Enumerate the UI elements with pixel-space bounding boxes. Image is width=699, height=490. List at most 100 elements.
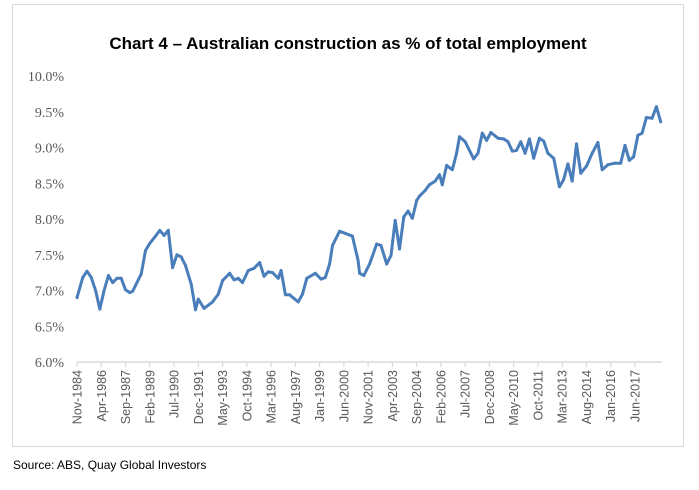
data-point: [385, 262, 389, 266]
x-tick-label: May-2010: [507, 370, 521, 426]
data-point: [115, 276, 119, 280]
data-point: [406, 209, 410, 213]
x-tick-label: Jun-2000: [337, 370, 351, 422]
x-tick-label: May-1993: [216, 370, 230, 426]
data-point: [619, 161, 623, 165]
data-point: [75, 296, 79, 300]
data-point: [189, 282, 193, 286]
data-point: [398, 247, 401, 251]
y-tick-label: 7.0%: [35, 285, 65, 300]
data-point: [85, 269, 89, 273]
data-point: [527, 137, 531, 141]
data-point: [216, 292, 220, 296]
data-point: [410, 216, 414, 220]
data-point: [636, 133, 640, 137]
data-point: [175, 253, 179, 257]
data-point: [476, 151, 480, 155]
data-point: [81, 276, 85, 280]
data-point: [162, 233, 166, 237]
data-point: [131, 289, 135, 293]
data-point: [590, 151, 594, 155]
data-point: [423, 188, 427, 192]
x-tick-label: Jul-1990: [168, 370, 182, 418]
data-point: [585, 164, 588, 168]
data-point: [323, 276, 327, 280]
data-point: [458, 135, 461, 139]
data-point: [546, 151, 550, 155]
data-point: [537, 136, 541, 140]
data-point: [283, 293, 287, 297]
data-point: [236, 276, 240, 280]
data-point: [640, 131, 644, 135]
data-point: [128, 291, 132, 295]
data-point: [600, 168, 604, 172]
y-tick-label: 6.0%: [35, 356, 65, 371]
x-tick-label: Nov-1984: [71, 370, 85, 424]
data-point: [596, 141, 600, 144]
data-point: [135, 281, 139, 285]
x-tick-label: Feb-1989: [143, 370, 157, 424]
data-point: [523, 151, 527, 155]
data-point: [496, 136, 500, 140]
chart-title: Chart 4 – Australian construction as % o…: [109, 34, 587, 53]
data-point: [144, 249, 147, 252]
data-point: [296, 300, 300, 304]
data-point: [575, 142, 578, 146]
x-tick-label: Jan-1999: [313, 370, 327, 422]
data-point: [632, 155, 636, 159]
data-point: [450, 168, 454, 172]
data-point: [266, 270, 270, 274]
data-point: [305, 276, 309, 280]
x-tick-label: Nov-2001: [362, 370, 376, 424]
data-point: [433, 179, 437, 183]
data-point: [566, 162, 570, 166]
data-point: [489, 131, 493, 134]
data-point: [252, 266, 256, 270]
data-point: [438, 173, 441, 177]
data-point: [319, 277, 323, 281]
data-point: [623, 143, 627, 147]
x-tick-label: Dec-2008: [483, 370, 497, 424]
x-tick-label: Dec-1991: [192, 370, 206, 424]
data-point: [606, 163, 610, 167]
data-point: [510, 149, 514, 153]
data-point: [158, 228, 162, 232]
x-tick-label: Oct-2011: [531, 370, 545, 421]
data-point: [389, 254, 393, 257]
data-point: [148, 241, 152, 245]
x-tick-label: Jul-2007: [459, 370, 473, 418]
data-point: [89, 276, 93, 280]
data-point: [379, 244, 383, 247]
data-point: [519, 140, 523, 144]
data-point: [196, 297, 200, 301]
data-point: [279, 269, 283, 272]
x-tick-label: Feb-2006: [434, 370, 448, 424]
data-point: [228, 271, 232, 275]
data-point: [375, 242, 379, 246]
data-point: [552, 156, 556, 160]
data-point: [211, 300, 215, 304]
data-point: [241, 281, 244, 285]
data-point: [119, 276, 123, 280]
y-tick-label: 9.5%: [35, 106, 65, 121]
x-tick-label: Apr-1986: [95, 370, 109, 421]
data-point: [139, 272, 143, 276]
data-point: [485, 138, 489, 142]
data-point: [232, 278, 236, 282]
data-point: [313, 271, 317, 275]
data-point: [368, 262, 372, 266]
series-line: [75, 105, 663, 312]
data-point: [301, 292, 304, 296]
data-point: [613, 161, 617, 165]
y-tick-label: 10.0%: [28, 70, 65, 85]
data-point: [98, 307, 102, 311]
data-point: [472, 157, 476, 161]
y-tick-label: 8.0%: [35, 213, 65, 228]
data-point: [418, 194, 421, 198]
x-tick-label: Jan-2016: [604, 370, 618, 422]
data-point: [570, 179, 574, 183]
data-point: [350, 234, 354, 238]
data-point: [463, 140, 467, 144]
data-point: [276, 276, 280, 280]
